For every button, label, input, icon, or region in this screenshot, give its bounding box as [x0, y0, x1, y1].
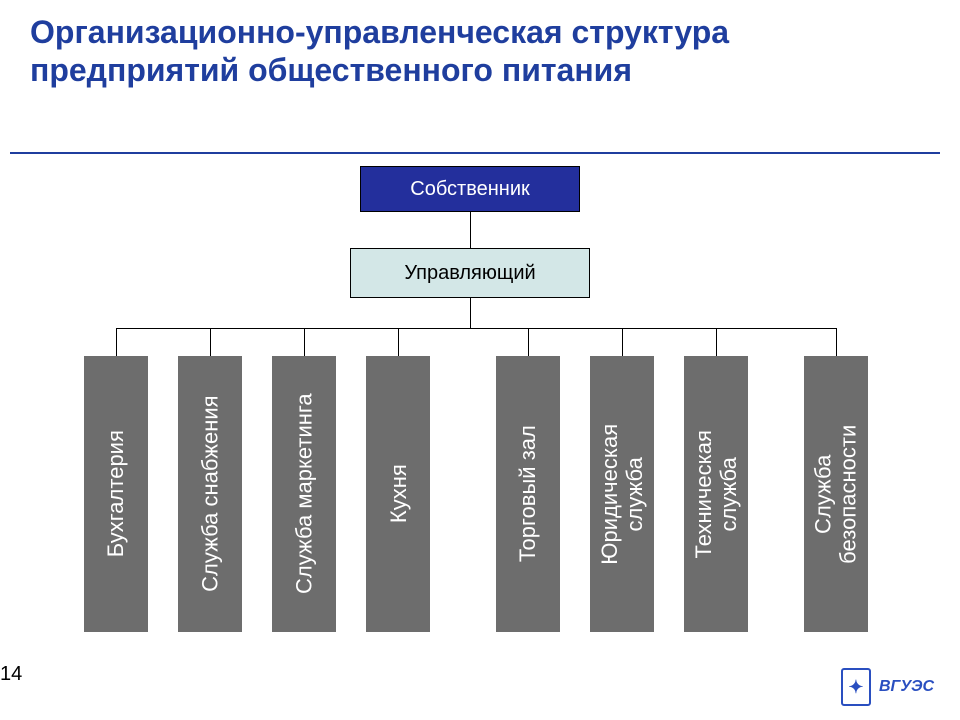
department-label: Кухня [385, 465, 410, 524]
connector-dept-7 [836, 328, 837, 356]
node-owner: Собственник [360, 166, 580, 212]
connector-dept-0 [116, 328, 117, 356]
connector-dept-1 [210, 328, 211, 356]
connector-dept-3 [398, 328, 399, 356]
connector-manager-bus [470, 298, 471, 328]
node-department: Юридическая служба [590, 356, 654, 632]
node-manager: Управляющий [350, 248, 590, 298]
footer-logo: ✦ ВГУЭС [841, 668, 934, 706]
node-department: Служба снабжения [178, 356, 242, 632]
connector-dept-4 [528, 328, 529, 356]
node-manager-label: Управляющий [404, 262, 535, 285]
node-department: Служба маркетинга [272, 356, 336, 632]
page-number: 14 [0, 663, 22, 686]
logo-text: ВГУЭС [879, 678, 934, 696]
node-department: Служба безопасности [804, 356, 868, 632]
department-label: Техническая служба [691, 430, 742, 558]
department-label: Бухгалтерия [103, 430, 128, 557]
department-label: Юридическая служба [597, 424, 648, 565]
connector-owner-manager [470, 212, 471, 248]
university-icon: ✦ [841, 668, 871, 706]
title-underline [10, 152, 940, 154]
node-department: Техническая служба [684, 356, 748, 632]
department-label: Служба безопасности [811, 424, 862, 563]
node-department: Кухня [366, 356, 430, 632]
slide-title: Организационно-управленческая структура … [30, 14, 910, 90]
node-department: Торговый зал [496, 356, 560, 632]
connector-dept-2 [304, 328, 305, 356]
department-label: Служба маркетинга [291, 394, 316, 595]
department-label: Служба снабжения [197, 396, 222, 592]
connector-dept-5 [622, 328, 623, 356]
connector-bus [116, 328, 836, 329]
department-label: Торговый зал [515, 425, 540, 562]
node-owner-label: Собственник [410, 178, 530, 201]
node-department: Бухгалтерия [84, 356, 148, 632]
connector-dept-6 [716, 328, 717, 356]
